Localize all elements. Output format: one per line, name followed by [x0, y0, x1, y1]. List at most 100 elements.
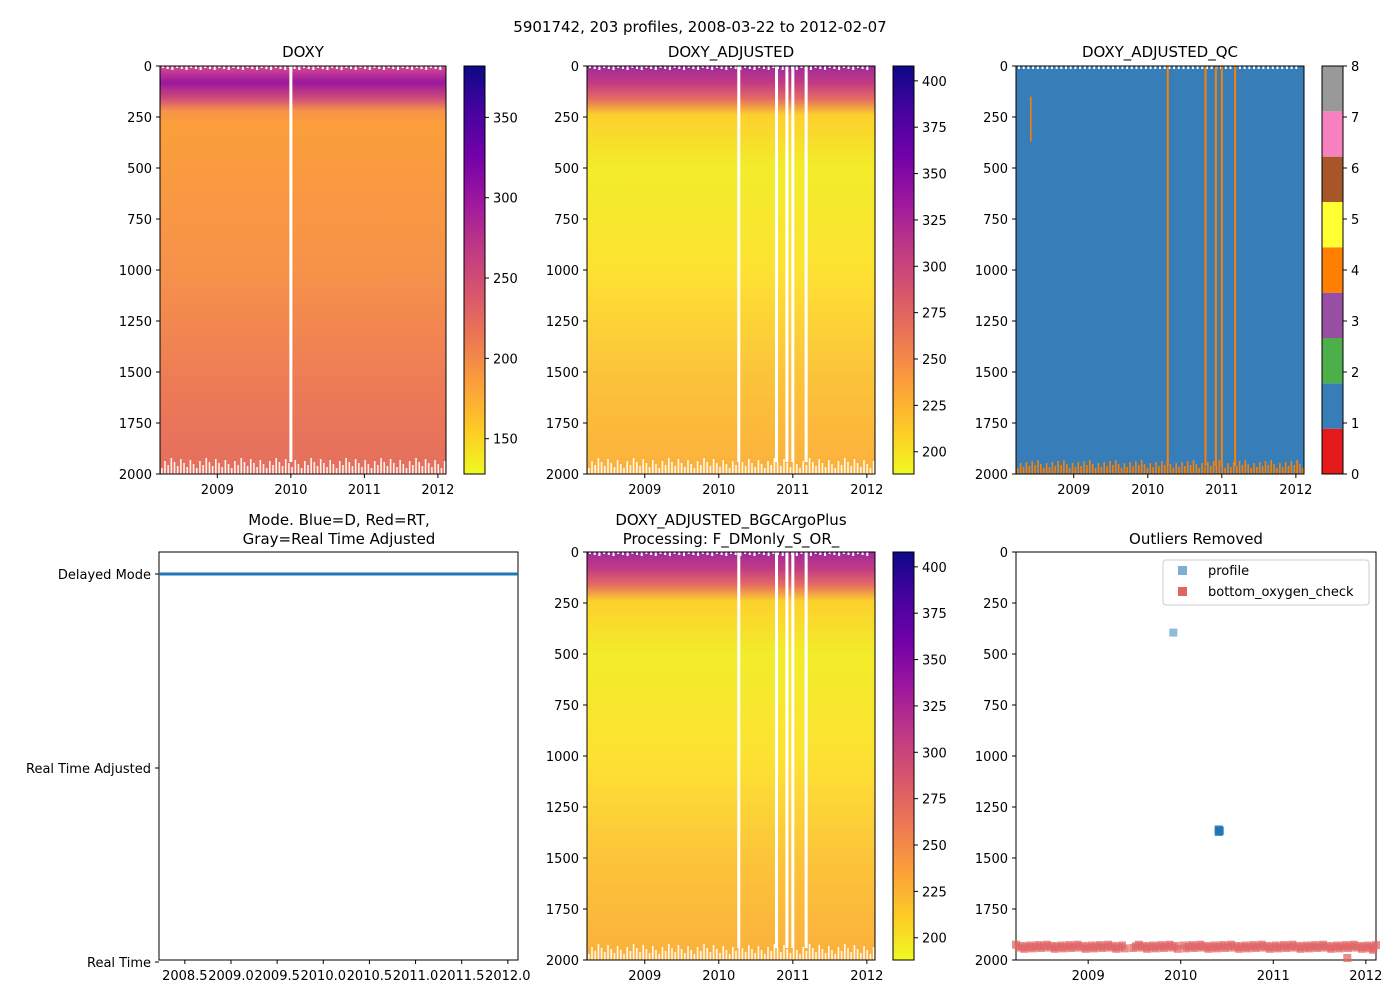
qc-flag4-bottom: [1198, 468, 1201, 474]
surface-gap: [598, 552, 601, 556]
bottom-gap: [613, 953, 616, 960]
surface-gap: [673, 66, 676, 68]
bottom-gap: [735, 951, 737, 960]
bottom-gap: [805, 465, 808, 474]
qc-flag4-bottom: [1186, 461, 1189, 474]
qc-flag4-bottom: [1051, 462, 1054, 474]
panel-title-line: Gray=Real Time Adjusted: [243, 530, 436, 548]
bottom-gap: [677, 459, 680, 474]
qc-flag4-bottom: [1060, 465, 1062, 474]
colorbar-tick-label: 375: [922, 121, 947, 136]
colorbar-tick-label: 275: [922, 793, 947, 808]
bottom-gap: [796, 950, 798, 960]
bottom-gap: [402, 464, 405, 474]
bottom-gap: [812, 948, 814, 960]
y-tick-label: 1000: [546, 264, 579, 279]
qc-flag4-bottom: [1152, 467, 1154, 474]
surface-gap: [345, 66, 348, 68]
bottom-gap: [623, 954, 625, 960]
x-axis-bgc: 2009 2010 2011 2012: [628, 960, 883, 984]
bottom-gap: [661, 947, 664, 960]
bottom-gap: [176, 466, 179, 474]
bottom-gap: [610, 463, 612, 474]
y-tick-label: 1000: [975, 264, 1008, 279]
surface-gap: [331, 66, 334, 68]
surface-gap: [260, 66, 263, 68]
qc-flag4-bottom: [1270, 460, 1273, 474]
surface-gap: [176, 66, 179, 68]
bottom-gap: [866, 950, 868, 960]
bottom-gap: [221, 467, 223, 474]
qc-surface-gap: [1281, 66, 1284, 69]
bottom-gap: [607, 459, 609, 474]
bottom-gap: [319, 459, 322, 474]
surface-gap: [241, 66, 244, 70]
surface-gap: [687, 66, 690, 68]
bottom-gap: [632, 458, 635, 474]
surface-gap: [828, 552, 831, 554]
qc-surface-gap: [1262, 66, 1265, 69]
surface-gap: [171, 66, 174, 70]
bottom-gap: [700, 951, 702, 960]
bottom-gap: [192, 464, 195, 474]
surface-gap: [621, 66, 624, 69]
y-tick-label: 750: [983, 213, 1008, 228]
y-tick-label: 1750: [119, 417, 152, 432]
bottom-gap: [367, 464, 370, 474]
heatmap-doxy-overlays: [161, 66, 446, 474]
bottom-gap: [664, 465, 667, 474]
qc-flag4-bottom: [1244, 460, 1247, 474]
qc-flag4-bottom: [1112, 465, 1114, 474]
surface-gap: [603, 66, 606, 68]
missing-profile-column: [791, 66, 795, 462]
surface-gap: [593, 552, 596, 555]
surface-gap: [434, 66, 437, 69]
x-tick-label: 2012: [1279, 483, 1312, 498]
qc-flag4-bottom: [1106, 466, 1108, 474]
bottom-gap: [872, 947, 875, 960]
surface-gap: [350, 66, 352, 69]
bottom-gap: [412, 465, 414, 474]
surface-gap: [781, 66, 784, 70]
qc-flag4-bottom: [1086, 465, 1088, 474]
bottom-gap: [754, 953, 756, 960]
surface-gap: [194, 66, 197, 69]
surface-gap: [654, 552, 657, 556]
bottom-gap: [364, 460, 366, 474]
colorbar-qc-block: [1322, 66, 1343, 112]
bottom-gap: [652, 460, 654, 474]
bottom-gap: [348, 462, 351, 474]
surface-gap: [420, 66, 423, 69]
bottom-gap: [237, 465, 239, 474]
surface-gap: [223, 66, 226, 69]
bottom-gap: [440, 468, 443, 474]
surface-gap: [734, 552, 737, 555]
y-tick-label: 1250: [975, 315, 1008, 330]
surface-gap: [819, 552, 822, 555]
panel-mode: Mode. Blue=D, Red=RT, Gray=Real Time Adju…: [26, 511, 531, 984]
surface-gap: [668, 552, 671, 556]
qc-flag4-bottom: [1299, 464, 1301, 474]
qc-flag4-bottom: [1293, 465, 1296, 474]
x-tick-label: 2009: [628, 483, 661, 498]
surface-gap: [631, 552, 634, 554]
y-tick-label: 750: [554, 699, 579, 714]
bottom-gap: [597, 458, 600, 474]
surface-gap: [715, 66, 718, 68]
surface-gap: [209, 66, 211, 69]
surface-gap: [411, 66, 414, 70]
surface-gap: [659, 552, 662, 554]
colorbar-tick-label: 300: [493, 192, 518, 207]
surface-gap: [612, 552, 615, 556]
bottom-gap: [392, 463, 395, 474]
heatmap-doxy-adjusted-overlays: [588, 66, 875, 474]
qc-surface-gap: [1243, 66, 1246, 69]
qc-flag4-bottom: [1221, 464, 1224, 474]
bottom-gap: [639, 952, 641, 960]
bottom-gap: [332, 464, 335, 474]
qc-surface-gap: [1271, 66, 1274, 69]
y-tick-label: 2000: [119, 468, 152, 483]
y-tick-label: 250: [983, 597, 1008, 612]
bottom-gap: [427, 463, 430, 474]
bottom-gap: [199, 461, 201, 474]
